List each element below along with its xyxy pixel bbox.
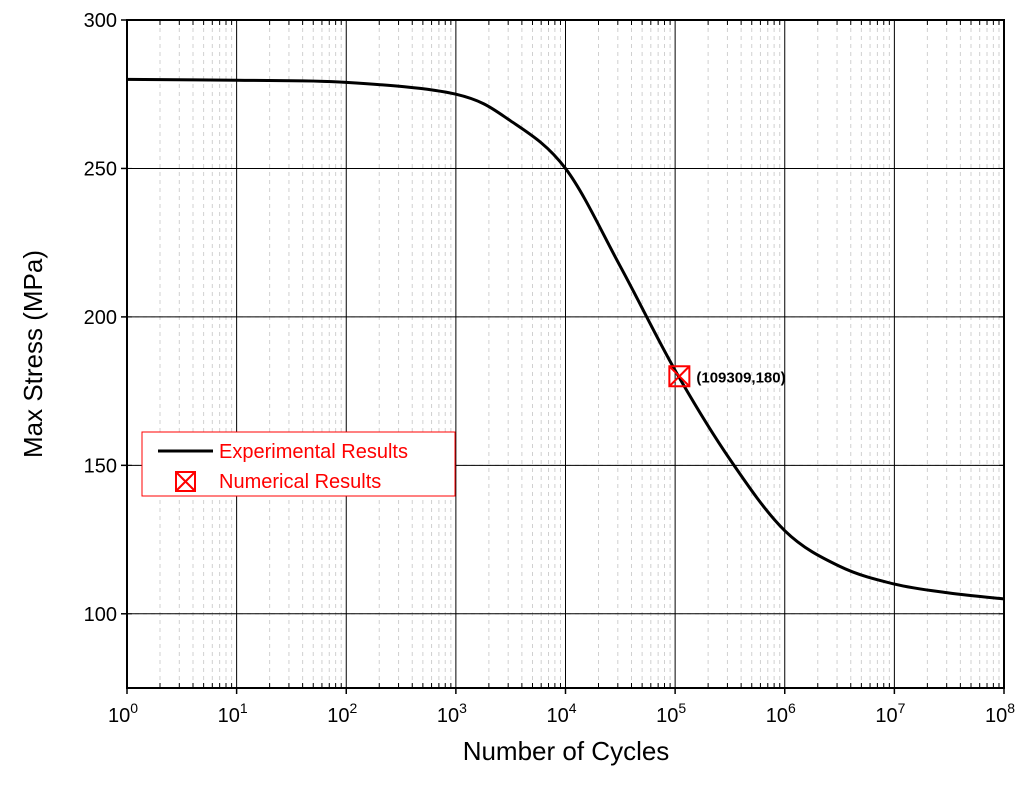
x-tick-label: 107 [875,700,905,727]
y-axis-title: Max Stress (MPa) [18,250,48,458]
marker-cross [668,365,691,387]
x-tick-label: 102 [327,700,357,727]
y-tick-label: 300 [84,10,117,32]
major-grid [126,19,1005,688]
x-tick-label: 106 [766,700,796,727]
y-tick-label: 250 [84,158,117,180]
y-tick-labels: 100 150 200 250 300 [84,10,117,626]
y-tick-label: 150 [84,455,117,477]
legend: Experimental Results Numerical Results [141,431,456,497]
x-tick-label: 101 [218,700,248,727]
experimental-curve [126,77,1005,601]
y-tick-label: 200 [84,307,117,329]
legend-marker-swatch [175,471,196,492]
numerical-marker [668,365,691,388]
x-tick-label: 104 [546,700,576,727]
point-annotation: (109309,180) [696,369,785,386]
x-tick-label: 105 [656,700,686,727]
x-tick-labels: 100 101 102 103 104 105 106 107 108 [108,700,1015,727]
series-layer [126,77,1005,601]
marker-box [668,365,691,388]
x-axis-title: Number of Cycles [463,736,670,766]
legend-label-experimental: Experimental Results [219,441,408,463]
axis-ticks [121,19,1005,694]
y-tick-label: 100 [84,604,117,626]
x-tick-label: 100 [108,700,138,727]
x-tick-label: 103 [437,700,467,727]
x-tick-label: 108 [985,700,1015,727]
legend-label-numerical: Numerical Results [219,471,381,493]
